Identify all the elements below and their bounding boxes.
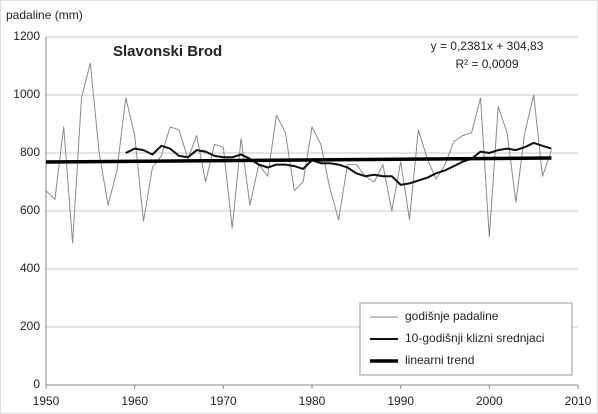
y-axis-label: padaline (mm) (6, 8, 83, 22)
legend-label: linearni trend (405, 353, 474, 367)
chart-title: Slavonski Brod (113, 43, 222, 60)
y-tick-label: 0 (33, 377, 40, 391)
y-tick-label: 1200 (13, 29, 40, 43)
x-tick-label: 2000 (476, 394, 503, 408)
legend-label: 10-godišnji klizni srednjaci (405, 331, 544, 345)
series-line (45, 62, 552, 244)
x-tick-label: 1970 (210, 394, 237, 408)
series-line (125, 141, 552, 186)
x-tick-label: 1950 (33, 394, 60, 408)
x-tick-label: 1990 (387, 394, 414, 408)
x-tick-label: 2010 (565, 394, 592, 408)
y-tick-label: 200 (20, 319, 40, 333)
x-tick-label: 1980 (299, 394, 326, 408)
equation: y = 0,2381x + 304,83 (431, 39, 544, 53)
x-tick-label: 1960 (121, 394, 148, 408)
legend-label: godišnje padaline (405, 309, 499, 323)
r-squared: R² = 0,0009 (455, 57, 518, 71)
y-tick-label: 800 (20, 145, 40, 159)
y-tick-label: 600 (20, 203, 40, 217)
series-line (45, 156, 552, 164)
y-tick-label: 1000 (13, 87, 40, 101)
y-tick-label: 400 (20, 261, 40, 275)
